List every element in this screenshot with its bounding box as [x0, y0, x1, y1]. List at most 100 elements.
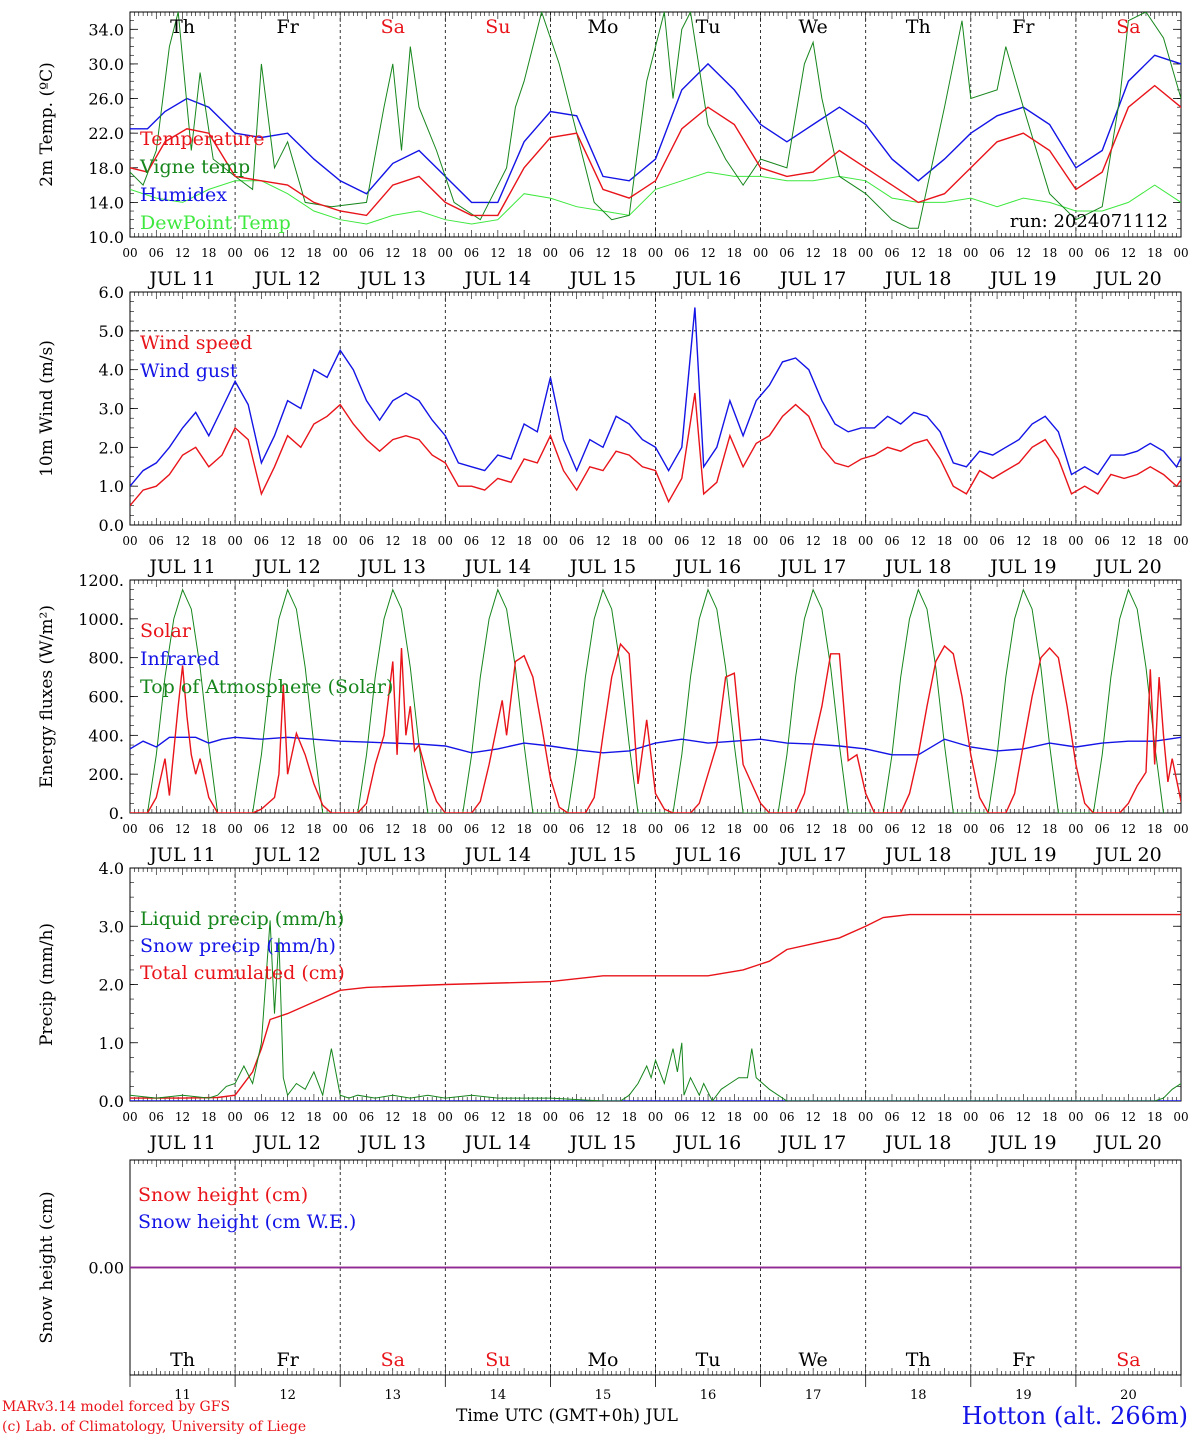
y-tick-label: 1.0	[99, 477, 124, 496]
x-date-label: JUL 20	[1093, 268, 1161, 290]
x-hour-label: 06	[359, 246, 374, 260]
x-date-label: JUL 13	[358, 844, 426, 866]
x-hour-label: 18	[516, 822, 531, 836]
day-name-label: Tu	[696, 16, 721, 38]
x-hour-label: 18	[516, 1110, 531, 1124]
x-date-label: JUL 19	[988, 268, 1056, 290]
x-hour-label: 12	[385, 534, 400, 548]
x-hour-label: 06	[464, 822, 479, 836]
legend-entry: Snow precip (mm/h)	[140, 935, 336, 957]
y-axis-label: Snow height (cm)	[37, 1191, 57, 1343]
x-hour-label: 18	[411, 822, 426, 836]
x-hour-label: 00	[648, 246, 663, 260]
x-hour-label: 00	[543, 1110, 558, 1124]
day-number-label: 16	[700, 1388, 717, 1403]
x-hour-label: 06	[1095, 822, 1110, 836]
x-date-label: JUL 16	[673, 268, 741, 290]
x-hour-label: 00	[438, 1110, 453, 1124]
y-tick-label: 3.0	[99, 400, 124, 419]
x-hour-label: 00	[543, 246, 558, 260]
series-line-total-cumulated-cm-	[130, 913, 1181, 1099]
y-tick-label: 800.	[88, 649, 124, 668]
day-name-label: Sa	[381, 1349, 405, 1371]
x-hour-label: 00	[122, 534, 137, 548]
x-hour-label: 06	[464, 246, 479, 260]
x-hour-label: 00	[648, 534, 663, 548]
panel-precip: 0.0 1.0 2.0 3.0 4.0 Precip (mm/h) 00 06 12 18 JUL …	[37, 859, 1189, 1154]
x-hour-label: 06	[989, 246, 1004, 260]
legend-entry: Vigne temp	[139, 156, 250, 178]
footer-model-text: MARv3.14 model forced by GFS	[2, 1399, 231, 1415]
x-hour-label: 00	[1068, 534, 1083, 548]
y-tick-label: 4.0	[99, 361, 124, 380]
x-hour-label: 06	[779, 1110, 794, 1124]
legend-entry: Snow height (cm W.E.)	[138, 1211, 356, 1233]
x-date-label: JUL 12	[252, 556, 320, 578]
x-hour-label: 06	[884, 822, 899, 836]
x-hour-label: 00	[753, 822, 768, 836]
series-line-dewpoint-temp	[130, 171, 1181, 225]
x-hour-label: 06	[254, 246, 269, 260]
x-date-label: JUL 13	[358, 556, 426, 578]
x-hour-label: 00	[438, 822, 453, 836]
footer-lab-text: (c) Lab. of Climatology, University of L…	[2, 1419, 307, 1435]
day-name-label: Su	[485, 1349, 510, 1371]
x-hour-label: 12	[700, 534, 715, 548]
x-hour-label: 00	[227, 534, 242, 548]
day-name-label: Fr	[277, 16, 300, 38]
day-name-label: Sa	[1116, 1349, 1140, 1371]
x-hour-label: 12	[595, 1110, 610, 1124]
x-hour-label: 06	[779, 534, 794, 548]
y-tick-label: 0.0	[99, 516, 124, 535]
y-tick-label: 1000.	[78, 610, 124, 629]
x-hour-label: 12	[911, 822, 926, 836]
x-date-label: JUL 11	[147, 1132, 215, 1154]
x-hour-label: 00	[1173, 246, 1188, 260]
x-date-label: JUL 15	[568, 268, 636, 290]
y-tick-label: 14.0	[88, 193, 124, 212]
y-tick-label: 34.0	[88, 20, 124, 39]
x-hour-label: 06	[674, 1110, 689, 1124]
x-hour-label: 18	[727, 822, 742, 836]
day-name-label: Sa	[381, 16, 405, 38]
x-date-label: JUL 15	[568, 1132, 636, 1154]
x-hour-label: 18	[727, 534, 742, 548]
x-hour-label: 18	[622, 1110, 637, 1124]
x-hour-label: 18	[411, 534, 426, 548]
x-hour-label: 00	[1068, 822, 1083, 836]
series-line-top-of-atmosphere-solar-	[147, 588, 1164, 813]
day-name-label: Mo	[587, 16, 618, 38]
x-date-label: JUL 12	[252, 1132, 320, 1154]
legend-entry: Wind speed	[140, 332, 252, 354]
x-hour-label: 06	[1095, 246, 1110, 260]
x-date-label: JUL 20	[1093, 844, 1161, 866]
day-number-label: 11	[174, 1388, 191, 1403]
day-name-label: Fr	[277, 1349, 300, 1371]
day-name-label: Th	[170, 16, 195, 38]
day-number-label: 14	[490, 1388, 507, 1403]
station-title: Hotton (alt. 266m)	[961, 1402, 1188, 1430]
x-hour-label: 00	[963, 534, 978, 548]
day-name-label: Fr	[1012, 16, 1035, 38]
x-hour-label: 12	[280, 1110, 295, 1124]
x-date-label: JUL 14	[463, 1132, 531, 1154]
x-hour-label: 12	[595, 822, 610, 836]
x-hour-label: 12	[700, 246, 715, 260]
x-hour-label: 00	[1068, 246, 1083, 260]
x-hour-label: 18	[1042, 534, 1057, 548]
y-axis-label: 10m Wind (m/s)	[37, 340, 57, 477]
day-name-label: Mo	[587, 1349, 618, 1371]
x-hour-label: 06	[779, 822, 794, 836]
series-line-liquid-precip-mm-h-	[130, 920, 1181, 1101]
x-hour-label: 12	[385, 246, 400, 260]
x-hour-label: 06	[569, 246, 584, 260]
x-hour-label: 06	[254, 822, 269, 836]
x-hour-label: 12	[1016, 1110, 1031, 1124]
x-hour-label: 12	[490, 1110, 505, 1124]
day-number-label: 19	[1015, 1388, 1032, 1403]
series-line-infrared	[130, 736, 1181, 756]
y-axis-label: Precip (mm/h)	[37, 923, 57, 1046]
x-hour-label: 00	[858, 246, 873, 260]
x-hour-label: 00	[648, 822, 663, 836]
